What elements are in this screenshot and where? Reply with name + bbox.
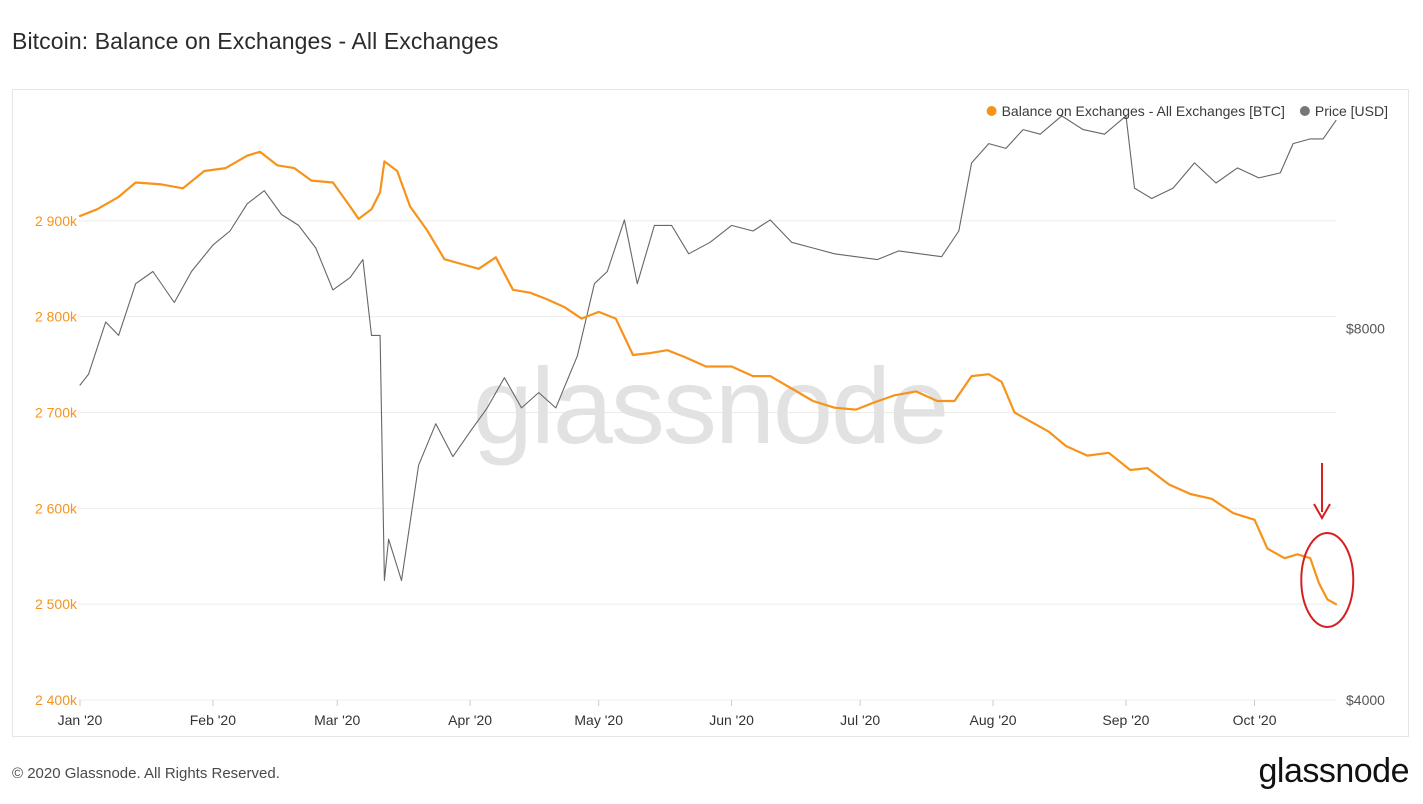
x-tick-label: Jan '20 bbox=[58, 712, 103, 728]
series-layer bbox=[78, 115, 1338, 606]
price-series-line bbox=[79, 115, 1337, 582]
left-tick-label: 2 900k bbox=[35, 213, 78, 229]
annotation bbox=[1300, 463, 1355, 628]
left-tick-label: 2 700k bbox=[35, 405, 78, 421]
right-axis-ticks: $4000 $8000 bbox=[1346, 321, 1385, 708]
x-tick-label: Jul '20 bbox=[840, 712, 880, 728]
annotation-arrow-head bbox=[1313, 503, 1331, 521]
x-tick-label: Sep '20 bbox=[1102, 712, 1149, 728]
x-axis-ticks: Jan '20 Feb '20 Mar '20 Apr '20 May '20 Jun '… bbox=[58, 700, 1277, 728]
right-tick-label: $4000 bbox=[1346, 692, 1385, 708]
x-tick-label: Mar '20 bbox=[314, 712, 360, 728]
legend-item-price[interactable]: Price [USD] bbox=[1299, 103, 1388, 119]
x-tick-label: Oct '20 bbox=[1233, 712, 1277, 728]
annotation-ellipse bbox=[1300, 532, 1355, 628]
left-tick-label: 2 500k bbox=[35, 596, 78, 612]
right-tick-label: $8000 bbox=[1346, 321, 1385, 337]
left-tick-label: 2 800k bbox=[35, 309, 78, 325]
left-axis-ticks: 2 400k 2 500k 2 600k 2 700k 2 800k 2 900k bbox=[35, 213, 78, 708]
x-tick-label: Aug '20 bbox=[970, 712, 1017, 728]
legend-marker bbox=[986, 106, 997, 116]
legend[interactable]: Price [USD] Balance on Exchanges - All Ex… bbox=[986, 103, 1388, 119]
legend-label: Price [USD] bbox=[1315, 103, 1388, 119]
legend-marker bbox=[1299, 106, 1310, 116]
watermark-text: glassnode bbox=[473, 345, 947, 466]
chart-frame bbox=[12, 89, 1409, 737]
x-tick-label: May '20 bbox=[574, 712, 623, 728]
chart-title: Bitcoin: Balance on Exchanges - All Exch… bbox=[12, 28, 499, 54]
x-tick-label: Apr '20 bbox=[448, 712, 492, 728]
left-tick-label: 2 600k bbox=[35, 500, 78, 516]
left-tick-label: 2 400k bbox=[35, 692, 78, 708]
legend-label: Balance on Exchanges - All Exchanges [BT… bbox=[1002, 103, 1285, 119]
glassnode-logo: glassnode bbox=[1258, 752, 1409, 790]
x-tick-label: Jun '20 bbox=[709, 712, 754, 728]
copyright-footer: © 2020 Glassnode. All Rights Reserved. bbox=[12, 765, 280, 782]
x-tick-label: Feb '20 bbox=[190, 712, 236, 728]
balance-series-line bbox=[78, 150, 1338, 606]
legend-item-balance[interactable]: Balance on Exchanges - All Exchanges [BT… bbox=[986, 103, 1285, 119]
